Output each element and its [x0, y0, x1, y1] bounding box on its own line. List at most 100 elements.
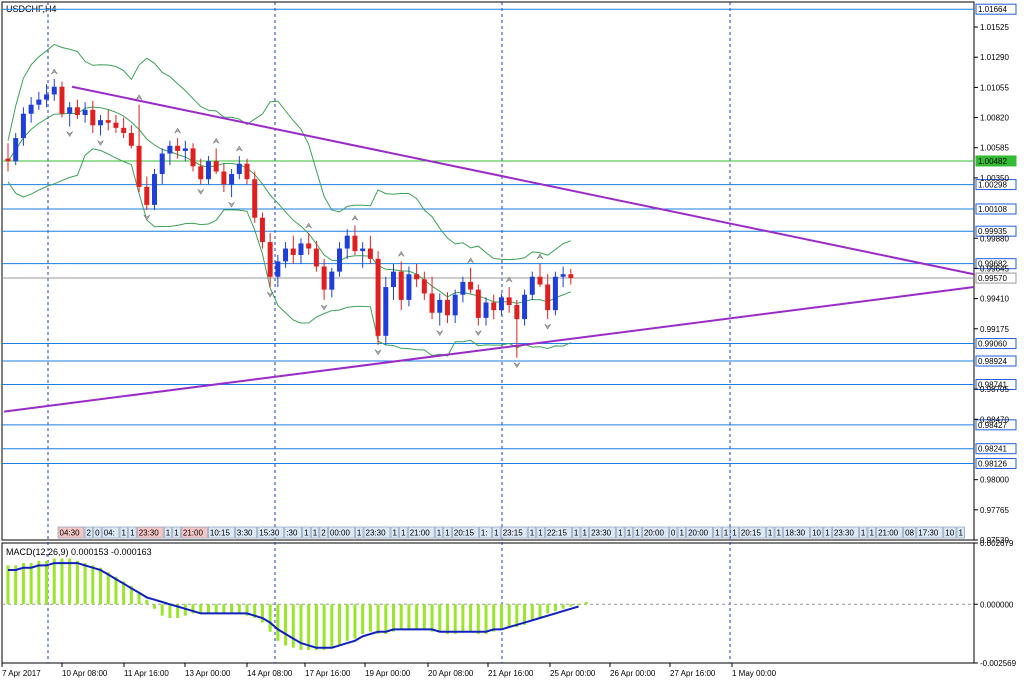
time-label-box	[545, 526, 572, 539]
time-label: 04:	[104, 529, 115, 538]
candle-body	[560, 274, 566, 277]
price-pane-frame	[1, 1, 975, 541]
time-label-box	[633, 526, 642, 539]
time-axis-label: 7 Apr 2017	[2, 669, 41, 678]
candle-body	[313, 248, 319, 267]
vertical-grid	[47, 2, 731, 663]
time-label: 1	[583, 529, 588, 538]
time-label: 1	[861, 529, 866, 538]
macd-histogram-bar	[137, 592, 141, 605]
time-label-box	[943, 526, 957, 539]
candle-body	[290, 248, 296, 255]
time-label: 1	[680, 529, 685, 538]
time-label: :30	[286, 529, 298, 538]
candle-body	[44, 94, 50, 100]
candle-body	[36, 99, 42, 105]
macd-histogram-bar	[176, 604, 180, 618]
candle-body	[468, 281, 474, 290]
price-tick-label: 0.98000	[980, 476, 1009, 485]
macd-histogram-bar	[284, 604, 288, 646]
macd-histogram-bar	[407, 604, 411, 630]
price-label: 1.00108	[978, 205, 1007, 214]
price-tick-label: 0.99175	[980, 325, 1009, 334]
price-tick-label: 0.97530	[980, 536, 1009, 545]
time-label-box	[119, 526, 128, 539]
fractal-down-icon	[97, 140, 104, 147]
candle-body	[552, 276, 558, 311]
macd-histogram-bar	[114, 576, 118, 605]
candle-body	[444, 299, 450, 316]
candle-body	[437, 299, 443, 313]
time-label-box	[355, 526, 364, 539]
time-label-box	[536, 526, 545, 539]
macd-histogram-bar	[523, 604, 527, 625]
time-label: 21:00	[878, 529, 899, 538]
macd-histogram-bar	[145, 599, 149, 605]
macd-histogram-bar	[29, 563, 33, 605]
candle-body	[221, 171, 227, 185]
macd-indicator	[2, 558, 974, 650]
price-label-box	[975, 355, 1017, 367]
candle-body	[537, 276, 543, 285]
time-label-box	[832, 526, 859, 539]
time-label-box	[500, 526, 528, 539]
price-label-box	[975, 443, 1017, 455]
candle-body	[498, 297, 504, 311]
time-label-box	[443, 526, 452, 539]
price-label-box	[975, 179, 1017, 191]
time-label-box	[686, 526, 713, 539]
macd-histogram-bar	[214, 604, 218, 614]
macd-histogram-bar	[569, 604, 573, 607]
time-label-box	[903, 526, 917, 539]
time-label: 2	[87, 529, 92, 538]
macd-histogram-bar	[106, 572, 110, 605]
price-tick-label: 1.00585	[980, 144, 1009, 153]
time-label-box	[589, 526, 616, 539]
fractal-up-icon	[351, 214, 359, 221]
time-label-box	[956, 526, 965, 539]
time-label-box	[407, 526, 435, 539]
time-label: 1	[574, 529, 579, 538]
time-label-box	[492, 526, 501, 539]
time-label-box	[810, 526, 824, 539]
macd-histogram-bar	[445, 604, 449, 634]
fractal-up-icon	[236, 145, 243, 152]
macd-histogram-bar	[577, 604, 581, 606]
candle-body	[298, 243, 304, 255]
price-label-box	[975, 258, 1017, 270]
candle-body	[545, 284, 551, 311]
price-label-box	[975, 203, 1017, 215]
macd-histogram-bar	[129, 585, 133, 605]
fractal-down-icon	[374, 349, 382, 356]
time-label-box	[328, 526, 355, 539]
price-label-box	[975, 338, 1017, 350]
macd-histogram-bar	[430, 604, 434, 632]
macd-label: MACD(12,26,9) 0.000153 -0.000163	[6, 547, 152, 557]
fractal-down-icon	[544, 323, 551, 330]
time-label: 23:30	[834, 529, 855, 538]
macd-histogram-bar	[83, 563, 87, 605]
fractal-up-icon	[212, 137, 220, 144]
macd-histogram-bar	[276, 604, 280, 641]
time-label-box	[916, 526, 944, 539]
price-label-box	[975, 155, 1017, 167]
candle-body	[182, 148, 188, 151]
time-label: 23:30	[366, 529, 387, 538]
macd-histogram-bar	[499, 604, 503, 630]
time-label: 1	[130, 529, 135, 538]
time-label: 1	[437, 529, 442, 538]
macd-histogram-bar	[584, 601, 588, 605]
candle-body	[367, 248, 373, 259]
price-tick-label: 1.01055	[980, 83, 1009, 92]
time-label: 23:15	[503, 529, 524, 538]
candle-body	[360, 248, 366, 252]
price-label-box	[975, 3, 1017, 15]
candle-body	[483, 302, 489, 318]
time-axis-label: 27 Apr 16:00	[670, 669, 716, 678]
macd-signal-line	[8, 562, 579, 649]
macd-histogram-bar	[199, 604, 203, 614]
macd-tick-label: -0.002569	[980, 659, 1017, 668]
resistance-trendline	[71, 85, 975, 276]
time-axis-label: 25 Apr 00:00	[550, 669, 596, 678]
